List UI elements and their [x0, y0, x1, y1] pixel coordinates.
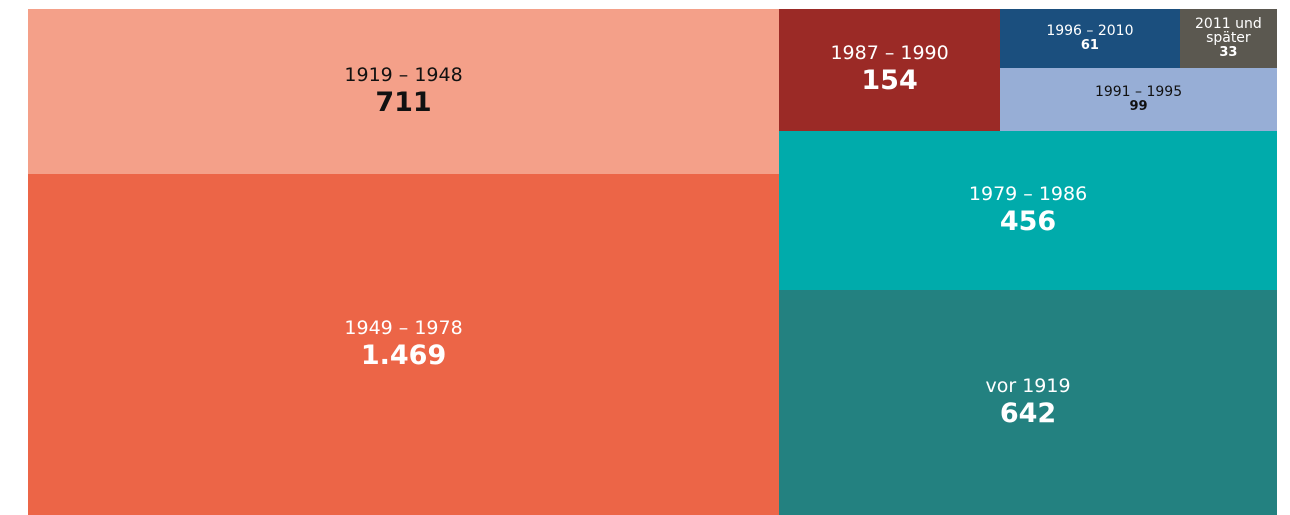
treemap-cell: 1919 – 1948 711 — [28, 9, 780, 175]
cell-value: 99 — [1129, 98, 1148, 114]
treemap-cell: vor 1919 642 — [779, 290, 1277, 515]
cell-label: 1979 – 1986 — [968, 182, 1088, 205]
cell-value: 711 — [375, 86, 432, 118]
treemap-cell: 1979 – 1986 456 — [779, 130, 1277, 291]
treemap-cell: 1949 – 1978 1.469 — [28, 174, 780, 515]
cell-label: 2011 und später — [1195, 15, 1262, 47]
cell-value: 154 — [861, 64, 918, 96]
cell-value: 33 — [1219, 45, 1238, 61]
cell-value: 1.469 — [360, 339, 447, 371]
treemap-cell: 1996 – 2010 61 — [1000, 9, 1180, 69]
cell-value: 642 — [999, 397, 1057, 429]
cell-value: 456 — [999, 205, 1057, 237]
treemap-cell: 1991 – 1995 99 — [1000, 68, 1277, 131]
cell-label: 1919 – 1948 — [344, 63, 463, 86]
cell-label: 1996 – 2010 — [1046, 23, 1134, 40]
treemap-cell: 1987 – 1990 154 — [779, 9, 1001, 131]
cell-label: 1949 – 1978 — [344, 316, 463, 339]
cell-label: 1987 – 1990 — [830, 42, 949, 65]
cell-label: 1991 – 1995 — [1094, 83, 1183, 100]
cell-label: vor 1919 — [985, 374, 1071, 397]
treemap-cell: 2011 und später 33 — [1179, 9, 1277, 69]
cell-value: 61 — [1080, 37, 1099, 53]
